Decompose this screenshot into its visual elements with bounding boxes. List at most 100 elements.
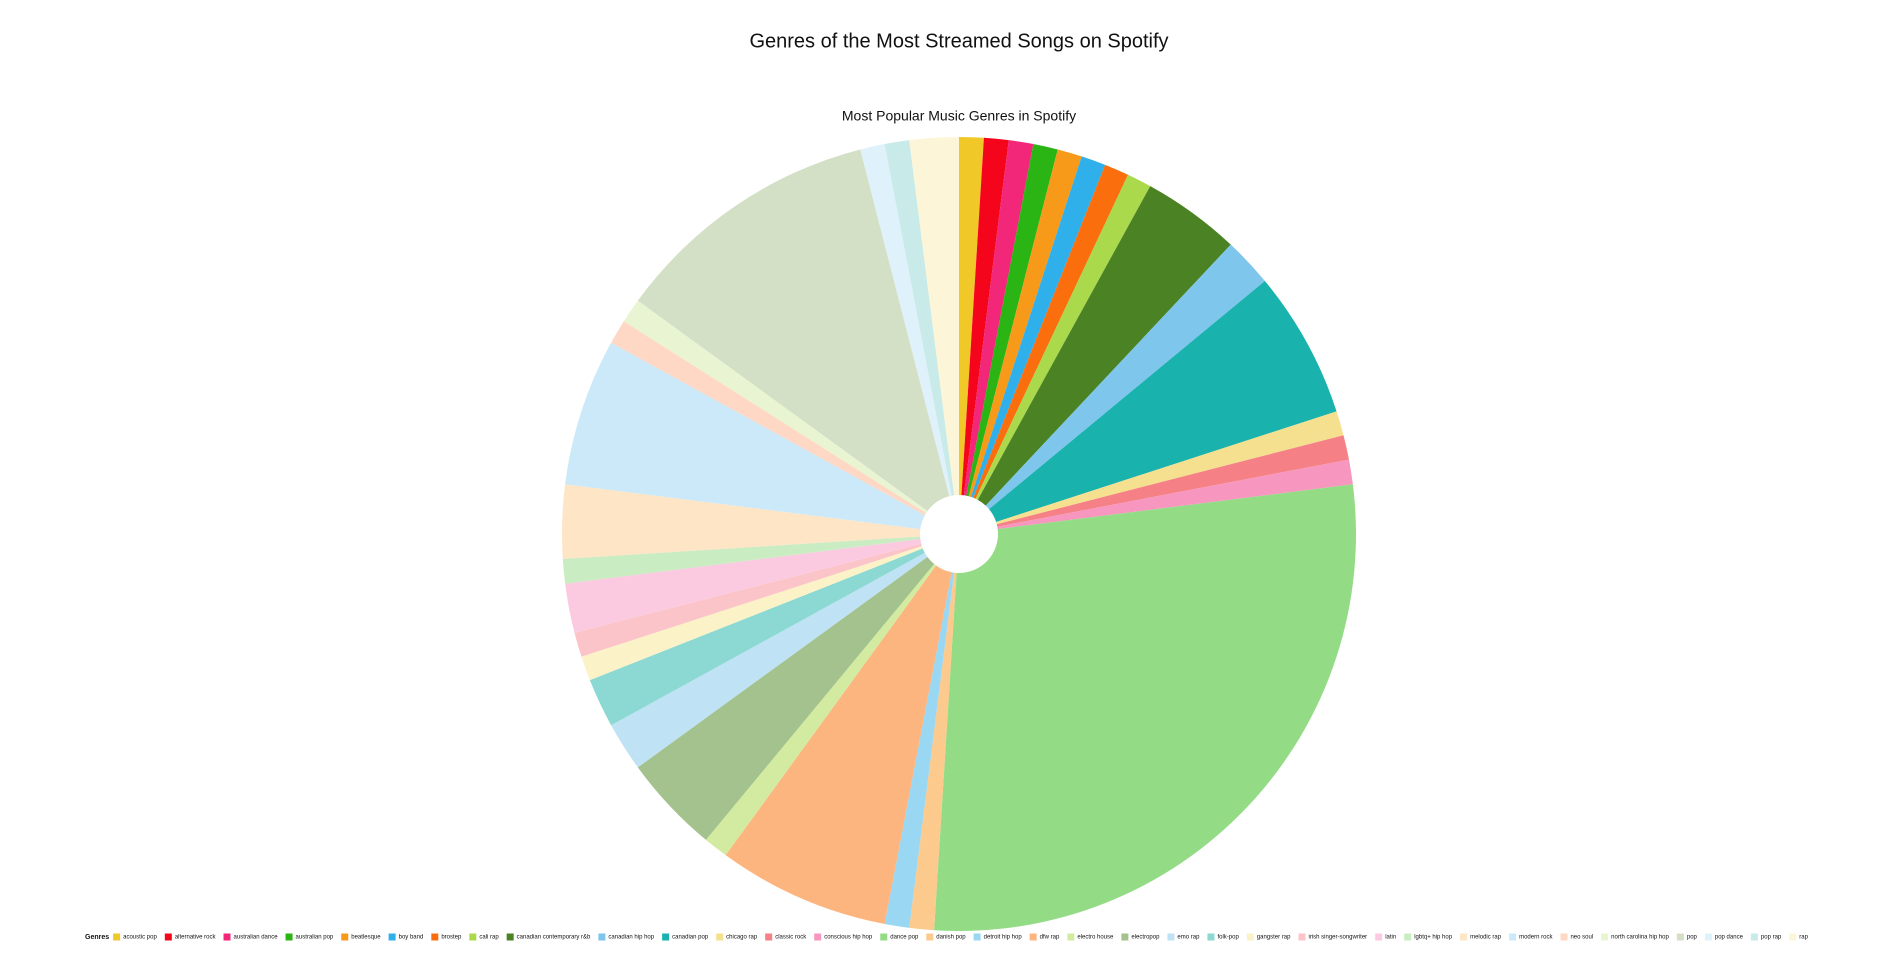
legend-swatch bbox=[341, 933, 349, 941]
legend-label: dance pop bbox=[890, 935, 919, 941]
legend-label: neo soul bbox=[1570, 935, 1593, 941]
legend-label: pop dance bbox=[1715, 935, 1744, 941]
legend-label: folk-pop bbox=[1217, 935, 1239, 941]
legend-swatch bbox=[880, 933, 888, 941]
pie-slice bbox=[581, 546, 923, 681]
pie-slice bbox=[996, 411, 1344, 525]
legend-swatch bbox=[1509, 933, 1517, 941]
legend-label: canadian pop bbox=[672, 935, 709, 941]
legend-label: electropop bbox=[1131, 935, 1160, 941]
pie-slice bbox=[909, 572, 957, 931]
pie-slice bbox=[611, 321, 927, 516]
legend-swatch bbox=[1029, 933, 1037, 941]
legend-swatch bbox=[716, 933, 724, 941]
legend-swatch bbox=[1560, 933, 1568, 941]
legend-swatch bbox=[814, 933, 822, 941]
pie-slice bbox=[973, 164, 1129, 499]
pie-slice bbox=[884, 572, 955, 928]
legend-label: melodic rap bbox=[1470, 935, 1502, 941]
pie-slice bbox=[637, 556, 935, 840]
legend-swatch bbox=[1067, 933, 1075, 941]
pie-slice bbox=[975, 174, 1151, 500]
legend-swatch bbox=[1121, 933, 1129, 941]
legend-label: cali rap bbox=[479, 935, 499, 941]
legend-swatch bbox=[926, 933, 934, 941]
legend-label: danish pop bbox=[936, 935, 966, 941]
legend-label: pop rap bbox=[1761, 935, 1782, 941]
legend-swatch bbox=[1460, 933, 1468, 941]
legend-swatch bbox=[1375, 933, 1383, 941]
legend-swatch bbox=[662, 933, 670, 941]
legend-swatch bbox=[1298, 933, 1306, 941]
legend-label: emo rap bbox=[1177, 935, 1200, 941]
pie-slice bbox=[971, 156, 1106, 498]
legend-label: irish singer-songwriter bbox=[1309, 935, 1368, 941]
pie-slice bbox=[968, 149, 1082, 497]
legend-swatch bbox=[1789, 933, 1797, 941]
pie-slice bbox=[623, 300, 928, 514]
pie-slice bbox=[959, 137, 984, 496]
pie-slice bbox=[996, 435, 1349, 527]
legend-label: rap bbox=[1799, 935, 1808, 941]
legend-label: boy band bbox=[399, 935, 424, 941]
legend-swatch bbox=[1167, 933, 1175, 941]
pie-slice bbox=[989, 280, 1337, 522]
pie-slice bbox=[705, 564, 937, 856]
legend-label: australian pop bbox=[296, 935, 334, 941]
pie-slice bbox=[565, 538, 922, 633]
legend-label: classic rock bbox=[775, 935, 807, 941]
legend-label: alternative rock bbox=[175, 935, 217, 941]
pie-slice bbox=[884, 140, 955, 496]
legend-label: gangster rap bbox=[1257, 935, 1291, 941]
pie-slice bbox=[860, 144, 952, 497]
pie-slice bbox=[562, 536, 921, 584]
pie-slice bbox=[997, 459, 1353, 530]
legend-swatch bbox=[765, 933, 773, 941]
legend-label: beatlesque bbox=[351, 935, 381, 941]
legend-swatch bbox=[388, 933, 396, 941]
pie-slice bbox=[589, 548, 925, 726]
legend-title: Genres bbox=[85, 934, 109, 941]
legend-swatch bbox=[1246, 933, 1254, 941]
legend-label: brostep bbox=[441, 935, 462, 941]
chart-title: Genres of the Most Streamed Songs on Spo… bbox=[749, 30, 1168, 52]
legend-label: chicago rap bbox=[726, 935, 758, 941]
legend-label: lgbtq+ hip hop bbox=[1414, 935, 1453, 941]
legend-label: canadian contemporary r&b bbox=[517, 935, 591, 941]
legend-label: detroit hip hop bbox=[984, 935, 1023, 941]
pie-slice bbox=[637, 149, 950, 512]
legend-swatch bbox=[1404, 933, 1412, 941]
legend-label: latin bbox=[1385, 935, 1396, 941]
legend-label: north carolina hip hop bbox=[1611, 935, 1669, 941]
pie-slice bbox=[977, 186, 1231, 506]
pie-slice bbox=[562, 484, 921, 559]
legend-swatch bbox=[506, 933, 514, 941]
pie-slice bbox=[934, 484, 1356, 931]
legend-swatch bbox=[164, 933, 172, 941]
legend-swatch bbox=[1750, 933, 1758, 941]
legend-label: conscious hip hop bbox=[824, 935, 873, 941]
legend-label: electro house bbox=[1077, 935, 1114, 941]
legend-swatch bbox=[973, 933, 981, 941]
legend-swatch bbox=[113, 933, 121, 941]
legend-swatch bbox=[431, 933, 439, 941]
legend-label: pop bbox=[1687, 935, 1698, 941]
legend-label: canadian hip hop bbox=[608, 935, 654, 941]
pie-slice bbox=[574, 543, 922, 657]
legend-label: australian dance bbox=[234, 935, 279, 941]
legend-swatch bbox=[1207, 933, 1215, 941]
legend-label: acoustic pop bbox=[123, 935, 157, 941]
pie-slice bbox=[985, 244, 1265, 510]
legend-label: modern rock bbox=[1519, 935, 1553, 941]
pie-slice bbox=[725, 565, 952, 924]
legend-swatch bbox=[1601, 933, 1609, 941]
legend-label: dfw rap bbox=[1040, 935, 1060, 941]
chart-subtitle: Most Popular Music Genres in Spotify bbox=[842, 108, 1076, 124]
legend-swatch bbox=[598, 933, 606, 941]
pie-slice bbox=[966, 144, 1058, 497]
pie-slice bbox=[963, 140, 1034, 496]
legend-swatch bbox=[1704, 933, 1712, 941]
pie-slice bbox=[909, 137, 959, 496]
